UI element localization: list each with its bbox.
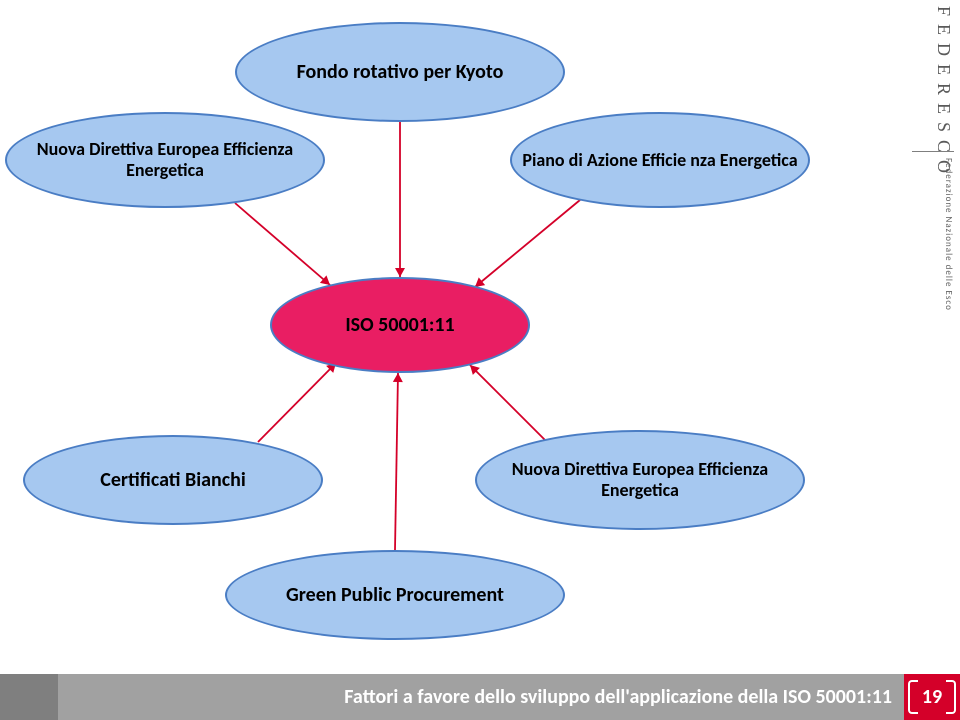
diagram-node-bl: Certificati Bianchi <box>23 435 323 525</box>
connector-line <box>258 363 336 442</box>
connector-line <box>470 365 545 440</box>
connector-line <box>475 200 580 287</box>
diagram-node-bottom: Green Public Procurement <box>225 550 565 640</box>
brand-name: FEDERESCO <box>912 2 954 152</box>
slide-root: FEDERESCO Federazione Nazionale delle Es… <box>0 0 960 720</box>
diagram-node-tr: Piano di Azione Efficie nza Energetica <box>510 112 810 208</box>
diagram-node-br: Nuova Direttiva Europea Efficienza Energ… <box>475 430 805 530</box>
diagram-node-center: ISO 50001:11 <box>270 277 530 373</box>
connector-arrowhead <box>395 268 405 277</box>
brand-tagline: Federazione Nazionale delle Esco <box>912 152 954 311</box>
footer-accent-block <box>0 674 58 720</box>
connector-line <box>395 373 398 550</box>
footer-caption: Fattori a favore dello sviluppo dell'app… <box>58 674 904 720</box>
brand-logo-strip: FEDERESCO Federazione Nazionale delle Es… <box>912 2 954 302</box>
diagram-area: ISO 50001:11Fondo rotativo per KyotoNuov… <box>0 0 910 674</box>
footer-page-number: 19 <box>904 674 960 720</box>
connector-line <box>235 203 330 285</box>
connector-arrowhead <box>393 373 403 382</box>
diagram-node-tl: Nuova Direttiva Europea Efficienza Energ… <box>5 112 325 208</box>
footer-bar: Fattori a favore dello sviluppo dell'app… <box>0 674 960 720</box>
diagram-node-top: Fondo rotativo per Kyoto <box>235 22 565 122</box>
